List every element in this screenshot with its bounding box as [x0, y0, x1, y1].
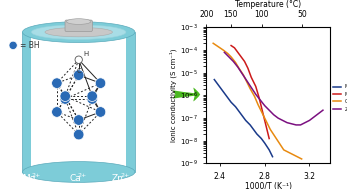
- X-axis label: Temperature (°C): Temperature (°C): [235, 0, 301, 9]
- Text: Zn: Zn: [112, 174, 124, 183]
- FancyBboxPatch shape: [23, 32, 135, 172]
- Ellipse shape: [32, 25, 126, 40]
- Circle shape: [52, 107, 62, 117]
- Text: 2+: 2+: [121, 173, 130, 178]
- Text: C: C: [76, 68, 81, 74]
- FancyBboxPatch shape: [65, 20, 92, 32]
- Text: Mg: Mg: [22, 174, 36, 183]
- Text: Ca: Ca: [69, 174, 81, 183]
- Circle shape: [95, 78, 106, 88]
- FancyBboxPatch shape: [32, 32, 126, 172]
- Circle shape: [74, 115, 84, 125]
- Text: H: H: [83, 51, 88, 57]
- Circle shape: [74, 70, 84, 80]
- Circle shape: [87, 94, 98, 104]
- Circle shape: [52, 78, 62, 88]
- Circle shape: [74, 129, 84, 140]
- Circle shape: [75, 56, 82, 64]
- Circle shape: [60, 91, 70, 101]
- Text: 2+: 2+: [32, 173, 41, 178]
- Ellipse shape: [67, 19, 91, 24]
- Circle shape: [95, 107, 106, 117]
- Ellipse shape: [23, 162, 135, 182]
- Text: = BH: = BH: [20, 41, 39, 50]
- Circle shape: [9, 41, 17, 50]
- Ellipse shape: [23, 22, 135, 43]
- Ellipse shape: [45, 27, 112, 37]
- Circle shape: [60, 94, 70, 104]
- Y-axis label: Ionic conductivity (S cm⁻¹): Ionic conductivity (S cm⁻¹): [170, 49, 177, 142]
- Text: 2+: 2+: [78, 173, 87, 178]
- X-axis label: 1000/T (K⁻¹): 1000/T (K⁻¹): [245, 182, 291, 189]
- Legend: Mg(CB₁₁H₁₂)₂·xH₂O, Mg(CB₁₁H₁₂)₂·3en, Ca(CB₁₁H₁₂)₂·xH₂O, Zn(CB₁₁H₁₂)₂·xH₂O: Mg(CB₁₁H₁₂)₂·xH₂O, Mg(CB₁₁H₁₂)₂·3en, Ca(…: [333, 84, 347, 112]
- Circle shape: [87, 91, 98, 101]
